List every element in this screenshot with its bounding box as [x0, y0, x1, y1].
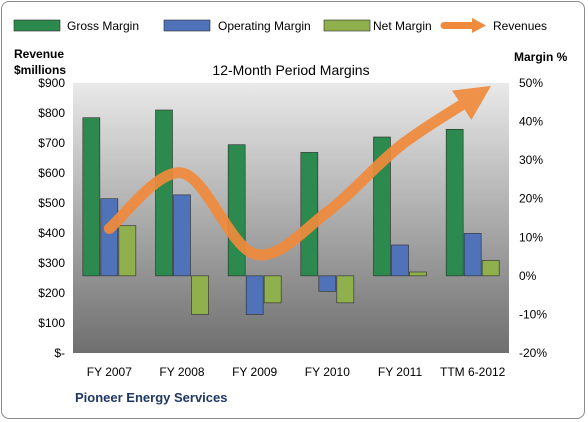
left-axis-title-line2: $millions	[14, 63, 66, 77]
left-tick-label: $800	[38, 106, 65, 120]
bar-gross-margin	[82, 117, 101, 277]
left-tick-label: $-	[54, 346, 65, 360]
bar-operating-margin	[463, 233, 482, 277]
bar-net-margin	[263, 275, 282, 304]
left-axis-ticks: $- $100 $200 $300 $400 $500 $600 $700 $800 $900	[38, 76, 65, 360]
legend-swatch-gross-margin	[13, 19, 61, 32]
left-tick-label: $400	[38, 226, 65, 240]
legend-label-operating-margin: Operating Margin	[218, 19, 311, 33]
left-axis-title-line1: Revenue	[14, 47, 64, 61]
bar-gross-margin	[300, 152, 319, 277]
bar-net-margin	[191, 275, 209, 315]
bar-operating-margin	[245, 275, 264, 315]
legend-arrow-revenues	[472, 18, 486, 33]
legend-swatch-operating-margin	[163, 19, 211, 32]
right-axis-title: Margin %	[514, 50, 568, 64]
chart-legend: Gross Margin Operating Margin Net Margin Re…	[13, 18, 547, 33]
bar-operating-margin	[173, 194, 191, 277]
margins-chart: Gross Margin Operating Margin Net Margin Re…	[13, 18, 568, 379]
bar-gross-margin	[445, 128, 464, 277]
bar-net-margin	[336, 275, 355, 304]
left-tick-label: $200	[38, 286, 65, 300]
legend-label-net-margin: Net Margin	[373, 19, 432, 33]
right-tick-label: 50%	[519, 76, 543, 90]
left-tick-label: $300	[38, 256, 65, 270]
category-label: FY 2011	[378, 365, 423, 379]
legend-swatch-net-margin	[323, 19, 371, 32]
right-tick-label: 0%	[519, 269, 537, 283]
legend-label-gross-margin: Gross Margin	[67, 19, 139, 33]
left-tick-label: $100	[38, 316, 65, 330]
bar-gross-margin	[155, 109, 173, 277]
right-tick-label: -20%	[519, 346, 547, 360]
left-tick-label: $500	[38, 196, 65, 210]
bar-operating-margin	[318, 275, 337, 292]
bars-group	[82, 109, 500, 315]
category-label: FY 2010	[305, 365, 350, 379]
bar-operating-margin	[391, 244, 409, 277]
revenue-line-group	[103, 85, 492, 261]
right-tick-label: 40%	[519, 115, 543, 129]
category-labels: FY 2007 FY 2008 FY 2009 FY 2010 FY 2011 TTM 6…	[87, 365, 506, 379]
category-label: FY 2008	[159, 365, 204, 379]
right-tick-label: 20%	[519, 192, 543, 206]
right-tick-label: -10%	[519, 307, 547, 321]
bar-net-margin	[481, 260, 500, 277]
revenue-line	[103, 85, 492, 261]
bar-operating-margin	[100, 198, 119, 277]
legend-label-revenues: Revenues	[493, 19, 547, 33]
left-tick-label: $900	[38, 76, 65, 90]
category-label: FY 2009	[232, 365, 277, 379]
right-tick-label: 30%	[519, 153, 543, 167]
left-tick-label: $700	[38, 136, 65, 150]
chart-title: 12-Month Period Margins	[212, 62, 369, 78]
bar-gross-margin	[227, 144, 246, 277]
company-name: Pioneer Energy Services	[75, 390, 228, 405]
right-tick-label: 10%	[519, 230, 543, 244]
left-tick-label: $600	[38, 166, 65, 180]
plot-area	[73, 83, 509, 353]
right-axis-ticks: -20% -10% 0% 10% 20% 30% 40% 50%	[519, 76, 547, 360]
bar-net-margin	[118, 225, 137, 277]
category-label: TTM 6-2012	[440, 365, 506, 379]
category-label: FY 2007	[87, 365, 132, 379]
bar-net-margin	[409, 271, 427, 277]
